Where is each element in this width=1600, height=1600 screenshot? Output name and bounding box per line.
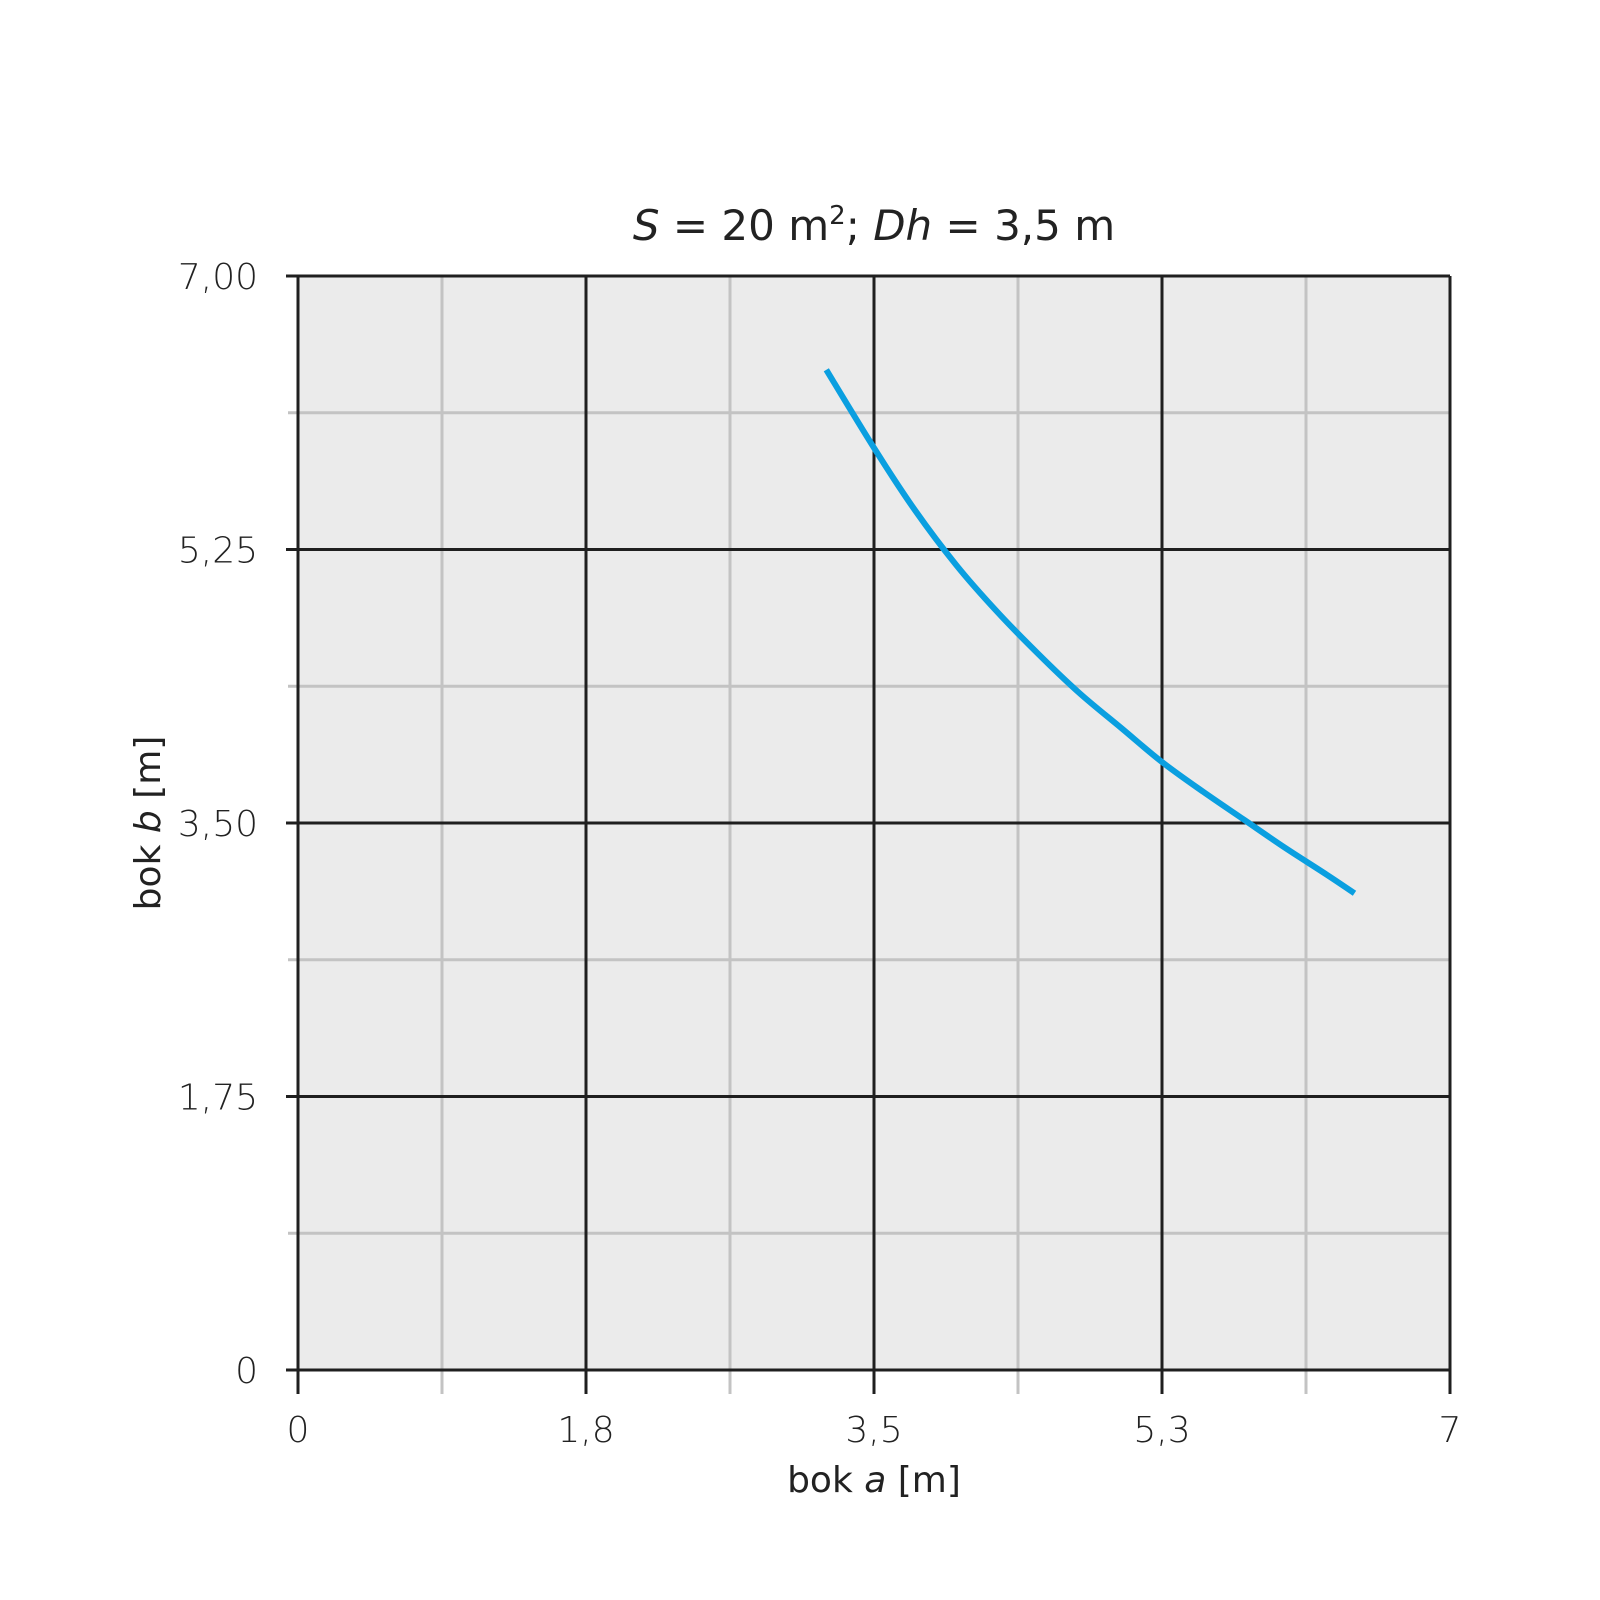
title-s-var: S	[633, 201, 660, 250]
y-axis-title-var: b	[128, 810, 169, 833]
y-tick-label: 5,25	[178, 531, 258, 572]
y-tick-label: 3,50	[178, 804, 258, 845]
y-tick-label: 7,00	[178, 257, 258, 298]
y-tick-label: 1,75	[178, 1078, 258, 1119]
x-tick-labels: 0 1,8 3,5 5,3 7	[287, 1410, 1462, 1451]
title-s-rest: = 20 m	[660, 201, 830, 250]
x-tick-label: 5,3	[1133, 1410, 1190, 1451]
y-axis-title-pre: bok	[128, 833, 169, 910]
y-tick-label: 0	[235, 1351, 258, 1392]
x-axis-title: bok a [m]	[787, 1460, 961, 1501]
title-separator: ;	[846, 201, 874, 250]
chart-title: S = 20 m2; Dh = 3,5 m	[633, 201, 1115, 250]
x-axis-title-pre: bok	[787, 1460, 864, 1501]
series-line	[823, 368, 1357, 896]
minor-grid	[288, 276, 1450, 1394]
series-layer	[823, 368, 1357, 896]
title-superscript: 2	[829, 201, 846, 231]
y-tick-labels: 0 1,75 3,50 5,25 7,00	[178, 257, 258, 1392]
major-grid	[286, 274, 1452, 1394]
title-dh-var: Dh	[873, 201, 932, 250]
y-axis-title: bok b [m]	[128, 736, 169, 911]
x-tick-label: 1,8	[557, 1410, 614, 1451]
x-tick-label: 7	[1439, 1410, 1462, 1451]
x-tick-label: 0	[287, 1410, 310, 1451]
x-axis-title-var: a	[864, 1460, 886, 1501]
x-tick-label: 3,5	[845, 1410, 902, 1451]
y-axis-title-post: [m]	[128, 736, 169, 811]
x-axis-title-post: [m]	[886, 1460, 961, 1501]
title-dh-rest: = 3,5 m	[932, 201, 1115, 250]
